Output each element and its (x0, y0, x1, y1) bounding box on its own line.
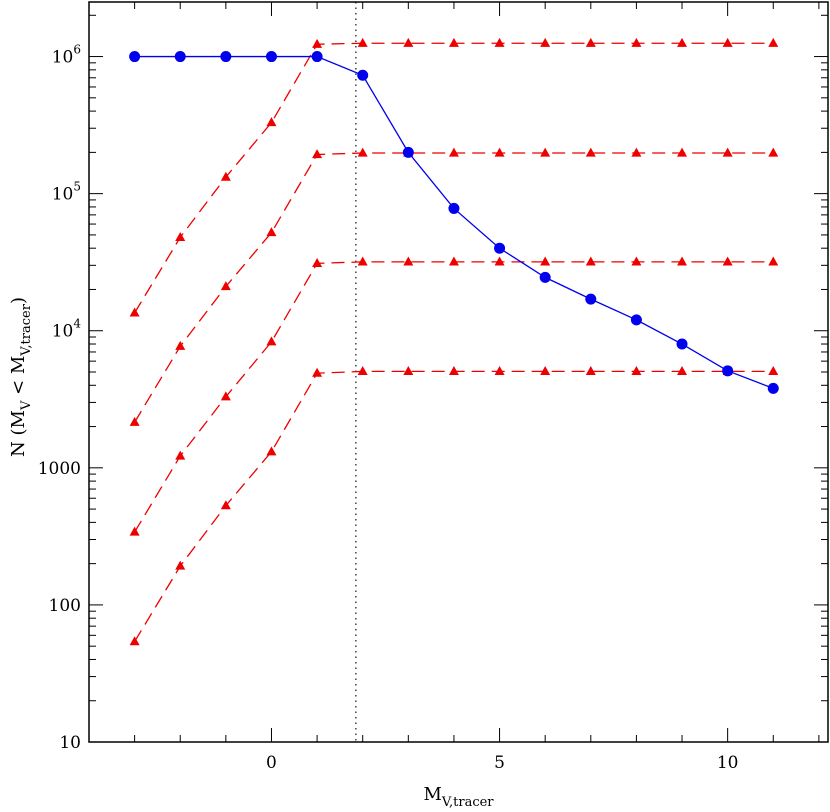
data-point (585, 256, 596, 266)
data-point (722, 147, 733, 157)
y-tick-label: 1000 (38, 459, 81, 479)
tick-labels: 0 5 10 10 100 1000 104 105 106 (38, 43, 739, 773)
data-point (448, 202, 460, 214)
data-point (677, 37, 688, 47)
data-point (311, 51, 323, 63)
data-point (357, 366, 368, 376)
data-point (129, 51, 141, 63)
data-point (266, 117, 277, 127)
data-point (585, 366, 596, 376)
y-tick-label: 106 (52, 43, 81, 68)
data-point (677, 256, 688, 266)
data-point (265, 51, 277, 63)
data-point (266, 446, 277, 456)
series-line (134, 152, 774, 423)
data-point (539, 271, 551, 283)
data-point (631, 366, 642, 376)
data-point (676, 338, 688, 350)
data-point (540, 37, 551, 47)
series-0 (129, 51, 779, 394)
data-point (357, 147, 368, 157)
data-point (403, 366, 414, 376)
data-point (631, 147, 642, 157)
data-point (129, 307, 140, 317)
data-point (631, 37, 642, 47)
data-point (129, 636, 140, 646)
data-point (722, 37, 733, 47)
y-tick-label: 105 (52, 180, 81, 205)
x-axis-title: MV,tracer (423, 784, 494, 810)
y-axis-title: N (MV < MV,tracer) (8, 297, 34, 457)
data-point (768, 37, 779, 47)
data-point (312, 257, 323, 267)
data-point (174, 51, 186, 63)
data-point (448, 366, 459, 376)
data-point (220, 500, 231, 510)
data-point (722, 256, 733, 266)
data-point (403, 37, 414, 47)
data-point (220, 51, 232, 63)
data-point (585, 37, 596, 47)
axis-ticks (88, 2, 828, 743)
x-tick-label: 5 (494, 753, 505, 773)
data-point (540, 366, 551, 376)
data-point (494, 147, 505, 157)
data-point (677, 147, 688, 157)
series-4 (129, 366, 779, 646)
data-point (767, 382, 779, 394)
data-point (768, 366, 779, 376)
data-point (266, 227, 277, 237)
data-point (175, 450, 186, 460)
data-point (266, 336, 277, 346)
data-point (677, 366, 688, 376)
data-point (631, 256, 642, 266)
data-point (768, 147, 779, 157)
data-point (494, 242, 506, 254)
data-point (220, 171, 231, 181)
data-point (312, 38, 323, 48)
data-point (494, 256, 505, 266)
data-point (220, 281, 231, 291)
data-point (312, 149, 323, 159)
x-tick-label: 0 (266, 753, 277, 773)
y-tick-label: 104 (52, 317, 82, 342)
y-tick-label: 100 (49, 596, 81, 616)
data-point (585, 293, 597, 305)
data-point (540, 256, 551, 266)
data-point (768, 256, 779, 266)
data-point (630, 314, 642, 326)
data-point (494, 37, 505, 47)
data-point (448, 256, 459, 266)
data-point (129, 416, 140, 426)
data-point (357, 37, 368, 47)
data-point (448, 37, 459, 47)
data-point (402, 146, 414, 158)
series-line (134, 261, 774, 533)
series-1 (129, 37, 779, 317)
series-2 (129, 147, 779, 426)
data-point (540, 147, 551, 157)
data-point (722, 365, 734, 377)
data-point (175, 560, 186, 570)
series-3 (129, 256, 779, 536)
data-point (403, 256, 414, 266)
data-point (175, 340, 186, 350)
data-point (129, 526, 140, 536)
plot-area (129, 2, 779, 742)
x-tick-label: 10 (717, 753, 739, 773)
data-point (357, 256, 368, 266)
data-point (312, 367, 323, 377)
data-point (448, 147, 459, 157)
data-point (175, 231, 186, 241)
series-line (134, 55, 774, 389)
data-point (220, 391, 231, 401)
series-line (134, 42, 774, 314)
y-tick-label: 10 (59, 733, 81, 753)
data-point (357, 69, 369, 81)
data-point (585, 147, 596, 157)
series-line (134, 370, 774, 642)
data-point (494, 366, 505, 376)
